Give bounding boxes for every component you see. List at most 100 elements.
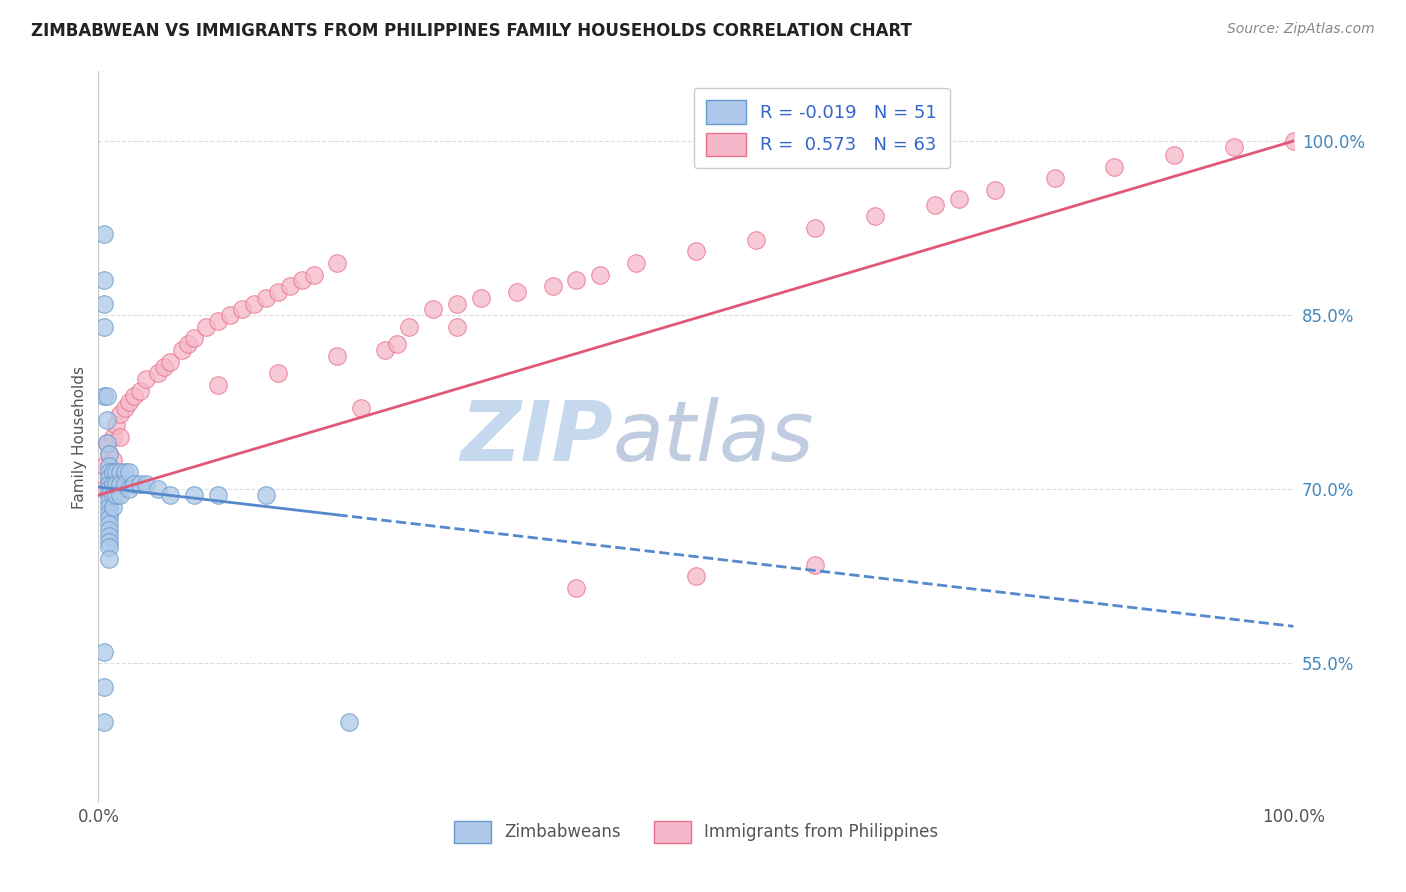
Point <box>1223 140 1246 154</box>
Point <box>101 500 124 514</box>
Point <box>159 354 181 368</box>
Point <box>924 198 946 212</box>
Point <box>1043 171 1066 186</box>
Point <box>243 296 266 310</box>
Point <box>98 552 121 566</box>
Point <box>291 273 314 287</box>
Point <box>153 360 176 375</box>
Point <box>183 331 205 345</box>
Point <box>267 366 290 380</box>
Point <box>98 500 121 514</box>
Point <box>1163 148 1185 162</box>
Point <box>93 459 115 474</box>
Point <box>101 453 124 467</box>
Point <box>98 541 121 555</box>
Legend: Zimbabweans, Immigrants from Philippines: Zimbabweans, Immigrants from Philippines <box>447 814 945 849</box>
Point <box>804 221 827 235</box>
Point <box>93 645 115 659</box>
Point <box>98 483 121 497</box>
Text: Source: ZipAtlas.com: Source: ZipAtlas.com <box>1227 22 1375 37</box>
Point <box>302 268 325 282</box>
Point <box>96 436 118 450</box>
Point <box>105 488 128 502</box>
Point <box>254 291 277 305</box>
Point <box>804 558 827 572</box>
Point <box>108 407 131 421</box>
Point <box>129 476 152 491</box>
Point <box>148 483 170 497</box>
Point <box>114 476 136 491</box>
Point <box>108 465 131 479</box>
Point <box>207 488 229 502</box>
Point <box>98 471 121 485</box>
Point <box>541 279 564 293</box>
Point <box>98 476 121 491</box>
Point <box>96 436 118 450</box>
Point <box>219 308 242 322</box>
Point <box>172 343 194 357</box>
Point <box>108 488 131 502</box>
Point <box>626 256 648 270</box>
Point <box>118 483 141 497</box>
Text: ZIMBABWEAN VS IMMIGRANTS FROM PHILIPPINES FAMILY HOUSEHOLDS CORRELATION CHART: ZIMBABWEAN VS IMMIGRANTS FROM PHILIPPINE… <box>31 22 912 40</box>
Point <box>101 430 124 444</box>
Y-axis label: Family Households: Family Households <box>72 366 87 508</box>
Point <box>98 511 121 525</box>
Point <box>98 448 121 462</box>
Point <box>506 285 529 299</box>
Point <box>231 302 253 317</box>
Point <box>98 529 121 543</box>
Point <box>135 476 157 491</box>
Point <box>948 192 970 206</box>
Point <box>105 476 128 491</box>
Point <box>398 319 420 334</box>
Point <box>589 268 612 282</box>
Point <box>124 476 146 491</box>
Point <box>114 401 136 415</box>
Point <box>470 291 492 305</box>
Point <box>93 714 115 729</box>
Point <box>1282 134 1305 148</box>
Point <box>118 395 141 409</box>
Point <box>98 523 121 537</box>
Point <box>98 471 121 485</box>
Point <box>422 302 444 317</box>
Point <box>98 506 121 520</box>
Point <box>108 476 131 491</box>
Point <box>98 494 121 508</box>
Point <box>93 680 115 694</box>
Point <box>207 314 229 328</box>
Point <box>98 517 121 532</box>
Point <box>118 465 141 479</box>
Point <box>159 488 181 502</box>
Point <box>446 319 468 334</box>
Point <box>101 476 124 491</box>
Point <box>114 465 136 479</box>
Point <box>385 337 409 351</box>
Point <box>93 273 115 287</box>
Point <box>446 296 468 310</box>
Point <box>129 384 152 398</box>
Point <box>135 372 157 386</box>
Point <box>254 488 277 502</box>
Point <box>101 465 124 479</box>
Point <box>96 412 118 426</box>
Point <box>267 285 290 299</box>
Point <box>98 448 121 462</box>
Point <box>207 377 229 392</box>
Point <box>96 389 118 403</box>
Point <box>326 349 349 363</box>
Point <box>105 418 128 433</box>
Point <box>108 430 131 444</box>
Point <box>374 343 396 357</box>
Point <box>278 279 301 293</box>
Point <box>93 227 115 241</box>
Point <box>101 488 124 502</box>
Point <box>350 401 373 415</box>
Point <box>685 244 707 259</box>
Point <box>565 581 588 595</box>
Point <box>98 465 121 479</box>
Point <box>865 210 887 224</box>
Point <box>93 319 115 334</box>
Point <box>984 183 1007 197</box>
